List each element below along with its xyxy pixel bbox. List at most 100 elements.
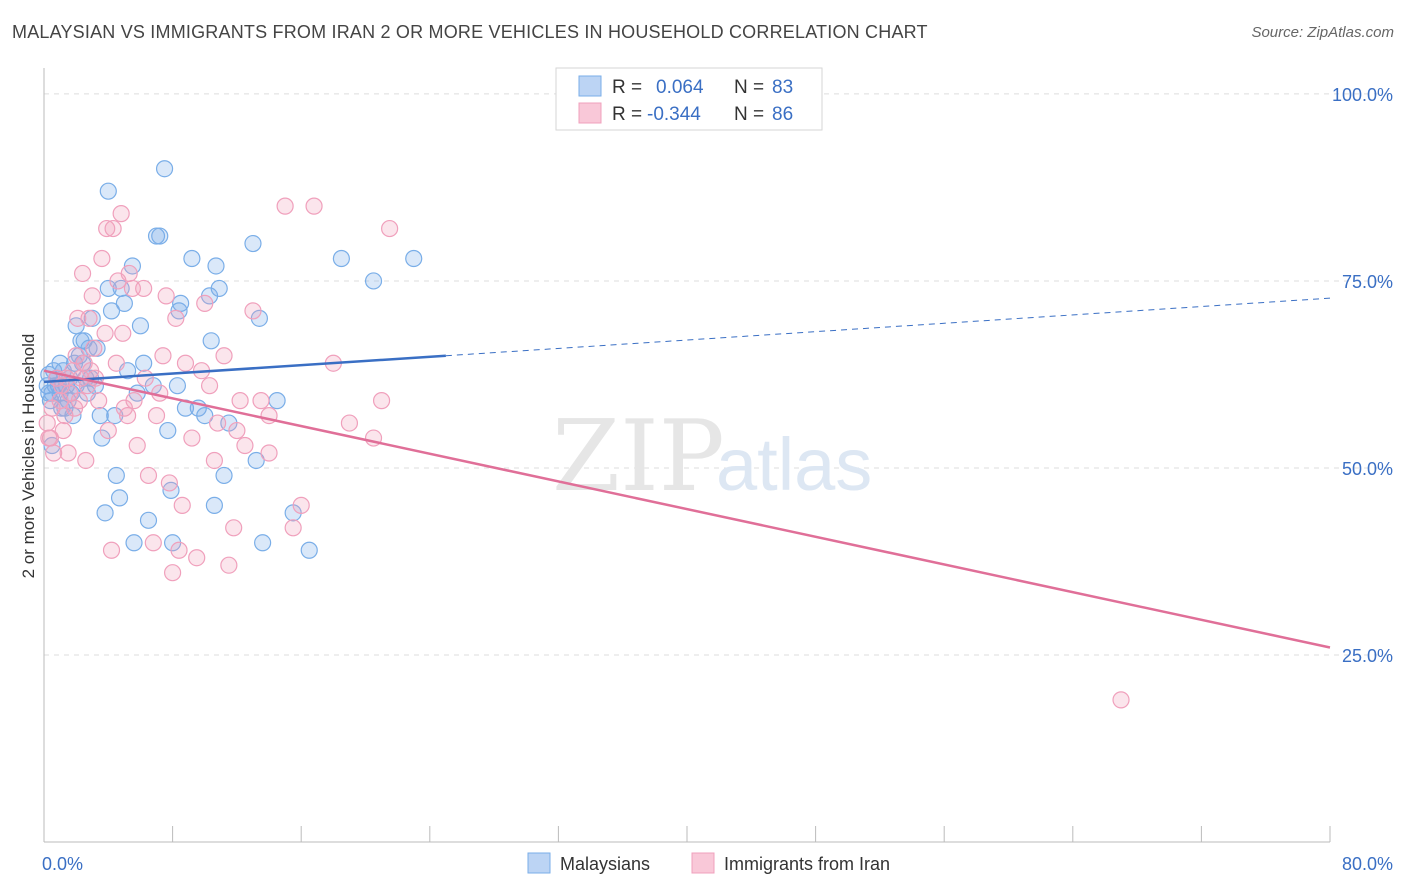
- iran-point-20: [80, 309, 98, 327]
- malaysians-point-56: [168, 377, 187, 395]
- iran-point-26: [93, 249, 111, 268]
- iran-point-83: [56, 406, 74, 425]
- y-tick-label-3: 100.0%: [1332, 85, 1393, 105]
- iran-point-43: [136, 369, 154, 387]
- iran-point-31: [104, 219, 122, 238]
- y-tick-label-1: 50.0%: [1342, 459, 1393, 479]
- iran-point-9: [59, 444, 77, 462]
- iran-point-74: [284, 519, 302, 537]
- iran-point-55: [176, 354, 195, 372]
- iran-point-62: [209, 414, 227, 432]
- watermark: ZIP atlas: [552, 400, 872, 514]
- iran-point-42: [135, 279, 153, 298]
- iran-point-30: [102, 541, 121, 559]
- iran-point-76: [305, 197, 323, 215]
- malaysians-point-64: [202, 332, 220, 350]
- malaysians-trend-line-dashed: [445, 297, 1331, 357]
- iran-point-7: [54, 421, 72, 440]
- malaysians-point-60: [183, 249, 201, 268]
- malaysians-point-41: [115, 294, 133, 312]
- iran-point-51: [164, 564, 182, 582]
- iran-point-25: [90, 392, 108, 410]
- iran-point-57: [188, 549, 206, 567]
- malaysians-point-35: [99, 182, 117, 200]
- iran-points: [38, 197, 1130, 709]
- malaysians-point-67: [210, 279, 228, 298]
- malaysians-point-38: [107, 466, 125, 485]
- malaysians-point-48: [139, 511, 158, 529]
- legend-r-label-1: R =: [612, 77, 642, 98]
- legend-swatch-pink: [578, 102, 602, 124]
- iran-point-41: [128, 436, 146, 455]
- y-tick-label-2: 75.0%: [1342, 272, 1393, 292]
- legend-n-label-2: N =: [734, 104, 764, 125]
- trend-lines: [43, 297, 1331, 649]
- malaysians-point-46: [131, 317, 150, 335]
- malaysians-point-44: [125, 534, 143, 552]
- iran-point-54: [173, 496, 191, 514]
- y-tick-label-0: 25.0%: [1342, 646, 1393, 666]
- malaysians-point-66: [207, 257, 225, 275]
- iran-point-27: [96, 324, 114, 342]
- legend-r-value-1: 0.064: [656, 77, 704, 98]
- iran-point-49: [157, 287, 175, 305]
- malaysians-point-78: [364, 272, 383, 290]
- iran-point-34: [112, 205, 130, 223]
- chart-source: Source: ZipAtlas.com: [1251, 24, 1394, 41]
- malaysians-point-47: [135, 354, 153, 372]
- iran-point-66: [228, 421, 246, 440]
- legend-n-value-1: 83: [772, 77, 793, 98]
- iran-point-44: [139, 466, 158, 485]
- iran-point-0: [38, 414, 56, 432]
- malaysians-point-79: [405, 249, 423, 268]
- iran-point-69: [244, 302, 262, 320]
- watermark-zip: ZIP: [552, 400, 725, 514]
- iran-point-22: [83, 287, 101, 305]
- malaysians-point-52: [155, 160, 174, 178]
- malaysians-point-36: [102, 302, 121, 320]
- x-tick-label-1: 80.0%: [1342, 854, 1393, 874]
- x-tick-label-0: 0.0%: [42, 854, 83, 874]
- iran-point-37: [118, 406, 137, 425]
- malaysians-point-77: [332, 249, 350, 268]
- iran-point-50: [160, 474, 178, 492]
- malaysians-point-73: [254, 534, 272, 552]
- malaysians-point-68: [215, 466, 233, 485]
- legend-n-label-1: N =: [734, 77, 764, 98]
- malaysians-point-65: [205, 496, 223, 514]
- malaysians-point-62: [196, 406, 214, 425]
- iran-point-52: [167, 309, 185, 327]
- iran-point-56: [183, 429, 201, 447]
- iran-point-64: [220, 556, 238, 574]
- iran-point-71: [260, 444, 278, 462]
- malaysians-point-39: [110, 489, 129, 507]
- malaysians-point-71: [247, 451, 265, 470]
- legend-r-label-2: R =: [612, 104, 642, 125]
- iran-point-63: [215, 347, 233, 365]
- malaysians-point-33: [96, 504, 114, 522]
- malaysians-point-76: [300, 541, 318, 559]
- legend-swatch-blue: [578, 75, 602, 97]
- bottom-legend-iran: Immigrants from Iran: [724, 854, 890, 874]
- iran-point-81: [381, 219, 399, 238]
- iran-point-59: [196, 294, 214, 312]
- iran-point-38: [120, 264, 138, 283]
- grid-lines: [44, 93, 1392, 656]
- iran-point-65: [225, 519, 243, 537]
- iran-point-85: [1112, 691, 1130, 709]
- iran-point-68: [236, 436, 254, 455]
- correlation-legend: R = 0.064 N = 83 R = -0.344 N = 86: [555, 67, 823, 131]
- chart-title: MALAYSIAN VS IMMIGRANTS FROM IRAN 2 OR M…: [12, 22, 928, 42]
- malaysians-point-51: [151, 227, 169, 245]
- watermark-atlas: atlas: [716, 423, 872, 506]
- malaysians-point-53: [159, 421, 177, 440]
- iran-point-45: [144, 534, 162, 552]
- iran-point-29: [99, 421, 117, 440]
- malaysians-trend-line: [43, 354, 446, 384]
- iran-point-28: [98, 219, 116, 238]
- bottom-legend-malaysians: Malaysians: [560, 854, 650, 874]
- bottom-legend-swatch-malaysians: [527, 852, 551, 874]
- series-legend: Malaysians Immigrants from Iran: [527, 852, 890, 874]
- axes: [43, 68, 1331, 843]
